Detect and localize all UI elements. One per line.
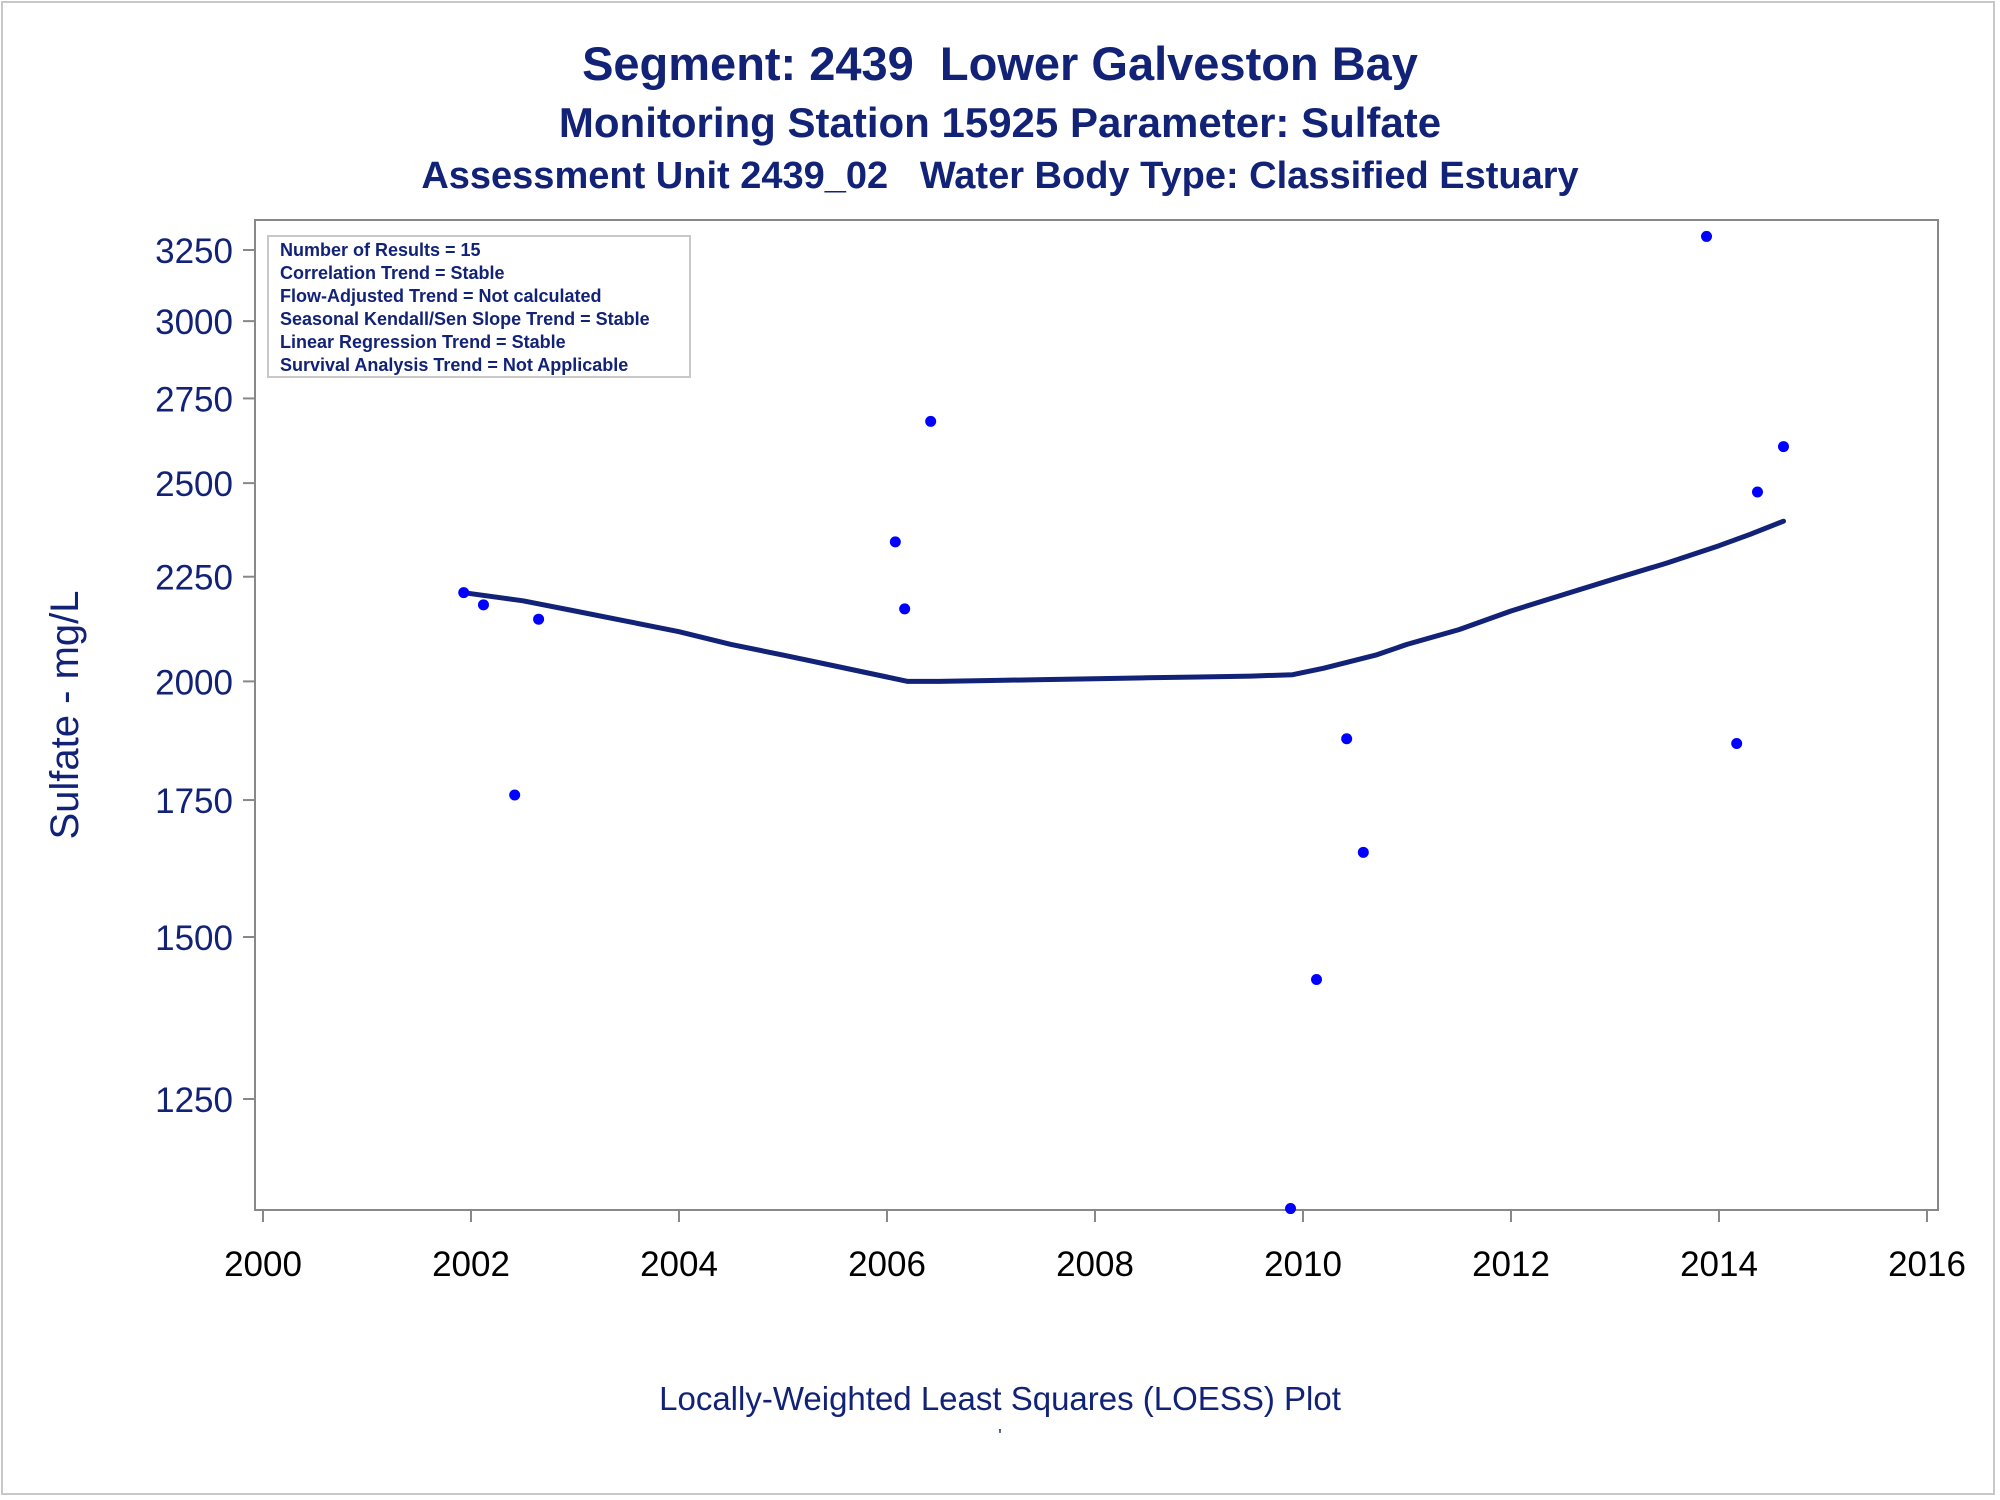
y-tick-label: 2250: [155, 559, 233, 598]
chart-subtitle: Monitoring Station 15925 Parameter: Sulf…: [558, 99, 1442, 146]
data-point: [1731, 737, 1743, 749]
y-tick-label: 1250: [155, 1081, 233, 1120]
x-tick-label: 2008: [1056, 1245, 1134, 1284]
info-box-line: Linear Regression Trend = Stable: [280, 332, 566, 352]
info-box-line: Seasonal Kendall/Sen Slope Trend = Stabl…: [280, 309, 650, 329]
data-point: [458, 587, 470, 599]
chart-footnote-2: ': [998, 1426, 1002, 1446]
data-point: [1341, 733, 1353, 745]
data-point: [889, 536, 901, 548]
x-tick-label: 2016: [1888, 1245, 1966, 1284]
y-axis-label: Sulfate - mg/L: [43, 590, 87, 839]
points-layer: [458, 230, 1789, 1215]
x-tick-label: 2010: [1264, 1245, 1342, 1284]
info-box: Number of Results = 15 Correlation Trend …: [267, 235, 691, 378]
y-tick-label: 2000: [155, 663, 233, 702]
chart-title: Segment: 2439 Lower Galveston Bay: [582, 37, 1418, 90]
data-point: [1357, 846, 1369, 858]
x-tick-label: 2014: [1680, 1245, 1758, 1284]
chart-footnote: Locally-Weighted Least Squares (LOESS) P…: [659, 1380, 1341, 1417]
y-tick-label: 2500: [155, 465, 233, 504]
plot-area: [254, 219, 1939, 1211]
data-point: [509, 789, 521, 801]
y-axis: 1250 1500 1750 2000 2250 2500 2750 3000 3250: [155, 232, 255, 1120]
data-point: [1311, 973, 1323, 985]
data-point: [1701, 230, 1713, 242]
y-tick-label: 3000: [155, 303, 233, 342]
x-tick-label: 2006: [848, 1245, 926, 1284]
y-tick-label: 1750: [155, 782, 233, 821]
y-tick-label: 3250: [155, 232, 233, 271]
info-box-line: Flow-Adjusted Trend = Not calculated: [280, 286, 602, 306]
info-box-line: Survival Analysis Trend = Not Applicable: [280, 355, 628, 375]
data-point: [1777, 441, 1789, 453]
x-tick-label: 2002: [432, 1245, 510, 1284]
data-point: [925, 415, 937, 427]
loess-layer: [461, 518, 1786, 684]
y-tick-label: 2750: [155, 380, 233, 419]
data-point: [899, 603, 911, 615]
chart-subtitle-2: Assessment Unit 2439_02 Water Body Type:…: [421, 155, 1579, 197]
data-point: [1751, 486, 1763, 498]
x-axis: 2000 2002 2004 2006 2008 2010 2012 2014 2016: [224, 1210, 1966, 1284]
info-box-line: Correlation Trend = Stable: [280, 263, 505, 283]
x-tick-label: 2000: [224, 1245, 302, 1284]
y-tick-label: 1500: [155, 919, 233, 958]
info-box-border: [267, 235, 691, 378]
x-tick-label: 2012: [1472, 1245, 1550, 1284]
data-point: [1285, 1203, 1297, 1215]
data-point: [477, 599, 489, 611]
data-point: [533, 613, 545, 625]
info-box-line: Number of Results = 15: [280, 240, 481, 260]
x-tick-label: 2004: [640, 1245, 718, 1284]
loess-line: [461, 518, 1786, 684]
